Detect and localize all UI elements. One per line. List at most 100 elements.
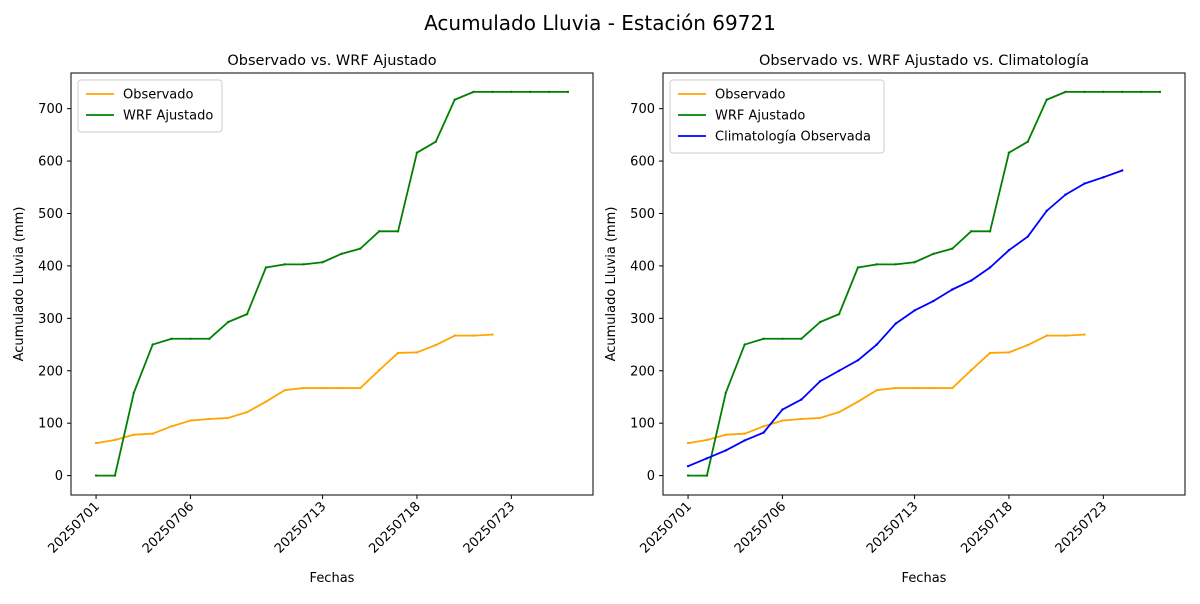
data-point bbox=[1007, 151, 1011, 154]
data-point bbox=[434, 140, 438, 143]
data-point bbox=[396, 351, 400, 355]
data-point bbox=[491, 90, 494, 94]
data-point bbox=[302, 263, 305, 266]
series-wrf bbox=[686, 90, 1162, 477]
data-point bbox=[743, 432, 746, 435]
series-line-observado bbox=[687, 333, 1085, 444]
y-tick-label: 100 bbox=[630, 417, 655, 432]
data-point bbox=[951, 288, 954, 291]
legend-label: WRF Ajustado bbox=[715, 109, 805, 124]
data-point bbox=[359, 386, 362, 390]
data-point bbox=[894, 386, 897, 390]
data-point bbox=[762, 425, 765, 428]
data-point bbox=[686, 441, 690, 445]
data-point bbox=[94, 441, 98, 445]
data-point bbox=[1045, 334, 1048, 337]
data-point bbox=[781, 337, 784, 340]
data-point bbox=[705, 474, 709, 477]
figure-suptitle: Acumulado Lluvia - Estación 69721 bbox=[424, 11, 776, 35]
y-tick-label: 600 bbox=[630, 155, 655, 170]
data-point bbox=[969, 279, 973, 282]
data-point bbox=[302, 386, 305, 390]
data-point bbox=[283, 388, 287, 392]
data-point bbox=[566, 90, 570, 94]
data-point bbox=[170, 337, 173, 340]
y-axis-label: Acumulado Lluvia (mm) bbox=[12, 207, 27, 362]
data-point bbox=[1026, 235, 1030, 238]
data-point bbox=[1158, 90, 1162, 94]
legend: Observado WRF Ajustado bbox=[77, 79, 223, 133]
data-point bbox=[743, 439, 746, 442]
data-point bbox=[264, 400, 268, 403]
y-tick-label: 100 bbox=[38, 417, 63, 432]
data-point bbox=[818, 416, 822, 420]
data-point bbox=[988, 351, 992, 355]
data-point bbox=[1045, 98, 1048, 101]
data-point bbox=[800, 337, 803, 340]
legend-label: Climatología Observada bbox=[715, 130, 871, 145]
data-point bbox=[724, 391, 728, 394]
data-point bbox=[932, 299, 935, 303]
y-tick-label: 0 bbox=[55, 469, 63, 484]
data-point bbox=[510, 90, 513, 94]
data-point bbox=[762, 337, 765, 340]
legend: Observado WRF Ajustado Climatología Observ… bbox=[669, 79, 885, 154]
data-point bbox=[208, 417, 211, 421]
data-point bbox=[1064, 193, 1067, 196]
data-point bbox=[132, 391, 136, 394]
x-axis-label: Fechas bbox=[310, 571, 355, 586]
y-tick-label: 200 bbox=[38, 364, 63, 379]
data-point bbox=[913, 309, 916, 312]
data-point bbox=[340, 386, 343, 390]
data-point bbox=[856, 400, 860, 403]
data-point bbox=[132, 433, 136, 436]
data-point bbox=[415, 151, 419, 154]
data-point bbox=[800, 417, 803, 421]
panel-title: Observado vs. WRF Ajustado vs. Climatolo… bbox=[759, 53, 1089, 69]
data-point bbox=[988, 230, 992, 233]
series-line-wrf bbox=[688, 90, 1160, 477]
data-point bbox=[151, 432, 154, 435]
y-tick-label: 400 bbox=[38, 259, 63, 274]
y-tick-label: 0 bbox=[647, 469, 655, 484]
y-tick-label: 500 bbox=[630, 207, 655, 222]
data-point bbox=[969, 230, 973, 233]
data-point bbox=[1102, 176, 1105, 179]
data-point bbox=[1083, 182, 1086, 185]
legend-label: Observado bbox=[715, 88, 786, 103]
series-observado bbox=[686, 333, 1086, 445]
data-point bbox=[170, 425, 173, 428]
panel-title: Observado vs. WRF Ajustado bbox=[227, 53, 436, 69]
y-tick-label: 300 bbox=[630, 312, 655, 327]
series-line-climatologia bbox=[687, 169, 1123, 468]
series-observado bbox=[94, 333, 494, 445]
data-point bbox=[1007, 248, 1011, 252]
series-climatologia bbox=[686, 169, 1124, 468]
data-point bbox=[894, 322, 897, 325]
data-point bbox=[1064, 334, 1067, 337]
data-point bbox=[875, 263, 879, 266]
y-tick-label: 600 bbox=[38, 155, 63, 170]
data-point bbox=[818, 380, 822, 383]
data-point bbox=[1083, 333, 1086, 336]
data-point bbox=[686, 464, 690, 468]
data-point bbox=[189, 419, 192, 422]
data-point bbox=[800, 398, 803, 401]
data-point bbox=[377, 230, 381, 233]
data-point bbox=[932, 252, 935, 256]
data-point bbox=[724, 433, 728, 436]
plot-area-frame bbox=[70, 72, 594, 496]
data-point bbox=[151, 343, 154, 346]
data-point bbox=[113, 474, 117, 477]
y-tick-label: 200 bbox=[630, 364, 655, 379]
data-point bbox=[245, 312, 249, 316]
data-point bbox=[245, 410, 249, 414]
data-point bbox=[264, 266, 268, 269]
data-point bbox=[856, 266, 860, 269]
data-point bbox=[94, 474, 98, 477]
data-point bbox=[762, 431, 765, 434]
data-point bbox=[875, 343, 879, 346]
data-point bbox=[1026, 140, 1030, 143]
